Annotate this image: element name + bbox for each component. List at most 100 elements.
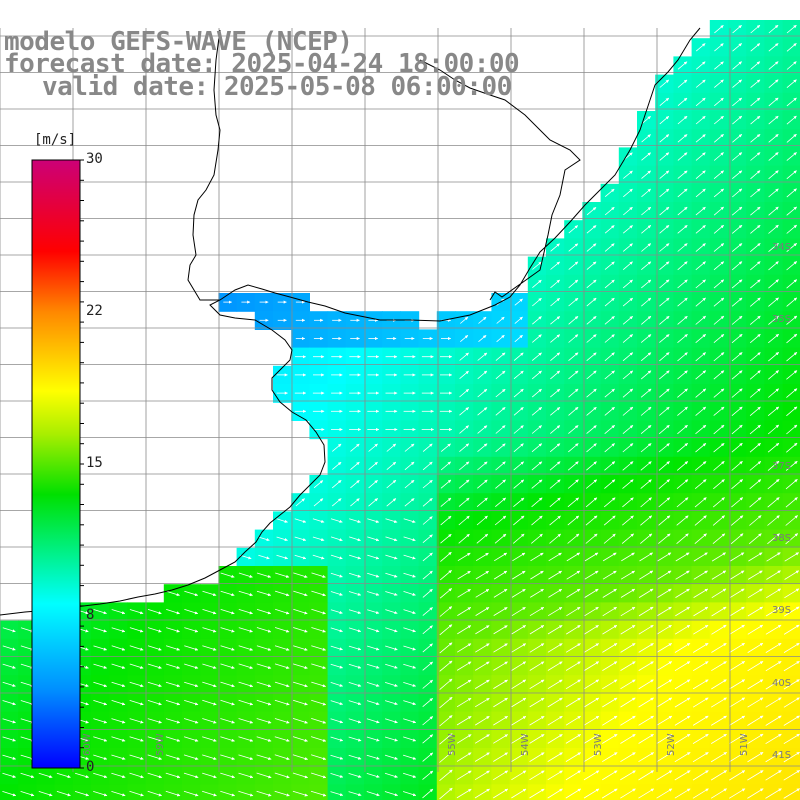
wind-speed-cell — [655, 92, 674, 112]
wind-arrow — [732, 115, 743, 125]
wind-arrow — [532, 316, 542, 325]
wind-arrow — [786, 351, 798, 362]
wind-speed-cell — [764, 711, 784, 731]
wind-speed-cell — [746, 657, 765, 676]
wind-arrow — [677, 279, 688, 289]
wind-speed-cell — [746, 365, 765, 385]
wind-speed-cell — [655, 365, 674, 385]
wind-speed-cell — [637, 220, 656, 239]
wind-speed-cell — [655, 311, 674, 330]
wind-speed-cell — [546, 311, 565, 330]
wind-arrow — [511, 588, 526, 598]
wind-speed-cell — [691, 566, 711, 585]
wind-speed-cell — [600, 220, 620, 239]
wind-speed-cell — [436, 602, 456, 622]
wind-speed-cell — [673, 202, 693, 221]
wind-arrow — [568, 261, 579, 270]
wind-speed-cell — [691, 111, 711, 130]
wind-arrow — [748, 552, 763, 562]
wind-speed-cell — [709, 20, 729, 39]
wind-speed-cell — [673, 220, 693, 239]
wind-speed-cell — [509, 766, 529, 785]
wind-arrow — [658, 461, 670, 471]
wind-speed-cell — [436, 456, 456, 476]
wind-arrow — [695, 61, 706, 70]
wind-arrow — [514, 298, 523, 306]
wind-arrow — [620, 588, 636, 598]
wind-speed-cell — [764, 129, 784, 148]
wind-arrow — [568, 425, 579, 434]
wind-speed-cell — [618, 475, 638, 494]
wind-speed-cell — [728, 38, 747, 57]
wind-speed-cell — [709, 402, 729, 421]
wind-arrow — [621, 552, 635, 562]
wind-speed-cell — [728, 220, 747, 239]
wind-arrow — [784, 588, 800, 599]
wind-speed-cell — [655, 384, 674, 403]
wind-speed-cell — [618, 274, 638, 294]
wind-speed-cell — [637, 475, 656, 494]
wind-speed-cell — [491, 384, 511, 403]
wind-speed-cell — [709, 183, 729, 203]
wind-arrow — [403, 572, 416, 578]
wind-arrow — [750, 79, 761, 88]
wind-arrow — [549, 461, 561, 471]
wind-arrow — [659, 134, 670, 143]
wind-speed-cell — [637, 456, 656, 476]
wind-speed-cell — [546, 511, 565, 531]
wind-speed-cell — [618, 347, 638, 367]
wind-arrow — [330, 536, 343, 542]
wind-speed-cell — [618, 748, 638, 767]
wind-speed-cell — [273, 784, 292, 800]
wind-speed-cell — [418, 638, 438, 658]
wind-speed-cell — [673, 475, 693, 494]
wind-arrow — [713, 133, 724, 143]
wind-speed-cell — [564, 420, 583, 440]
wind-speed-cell — [637, 547, 656, 567]
wind-speed-cell — [582, 711, 602, 731]
wind-arrow — [768, 261, 779, 271]
wind-arrow — [749, 424, 761, 435]
wind-speed-cell — [728, 766, 747, 785]
wind-speed-cell — [673, 238, 693, 258]
wind-speed-cell — [382, 493, 401, 512]
wind-arrow — [274, 608, 290, 615]
wind-arrow — [604, 334, 615, 343]
wind-speed-cell — [673, 384, 693, 403]
wind-arrow — [93, 609, 107, 615]
wind-speed-cell — [709, 729, 729, 749]
wind-speed-cell — [364, 475, 383, 494]
wind-arrow — [477, 407, 488, 416]
wind-arrow — [786, 261, 798, 271]
wind-speed-cell — [655, 475, 674, 494]
wind-arrow — [566, 552, 581, 562]
wind-arrow — [677, 315, 688, 325]
wind-arrow — [731, 206, 743, 216]
wind-speed-cell — [491, 675, 511, 694]
wind-speed-cell — [109, 784, 128, 800]
wind-speed-cell — [691, 147, 711, 167]
wind-arrow — [311, 590, 326, 597]
wind-arrow — [639, 570, 654, 580]
wind-arrow — [458, 497, 470, 507]
wind-speed-cell — [709, 693, 729, 713]
wind-speed-cell — [764, 766, 784, 785]
wind-arrow — [658, 424, 670, 435]
wind-arrow — [695, 79, 706, 88]
wind-speed-cell — [728, 711, 747, 731]
wind-arrow — [694, 479, 707, 490]
wind-arrow — [732, 97, 743, 107]
wind-arrow — [711, 570, 727, 580]
wind-speed-cell — [655, 638, 674, 658]
wind-speed-cell — [618, 329, 638, 349]
wind-speed-cell — [728, 20, 747, 39]
wind-speed-cell — [546, 475, 565, 494]
wind-speed-cell — [691, 129, 711, 148]
wind-arrow — [657, 552, 672, 562]
wind-arrow — [403, 536, 416, 542]
wind-speed-cell — [728, 438, 747, 458]
wind-speed-cell — [709, 111, 729, 130]
wind-speed-cell — [600, 675, 620, 694]
wind-speed-cell — [637, 347, 656, 367]
wind-arrow — [202, 609, 217, 615]
